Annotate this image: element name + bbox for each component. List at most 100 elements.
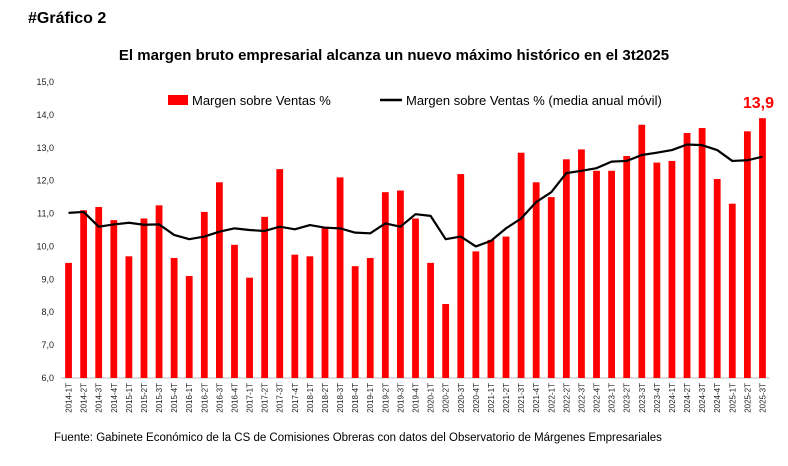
y-tick-label: 14,0	[36, 110, 54, 120]
line-group	[68, 143, 763, 248]
legend-line-label: Margen sobre Ventas % (media anual móvil…	[406, 93, 662, 108]
x-tick-label: 2022-4T	[593, 383, 602, 413]
bar	[381, 192, 389, 378]
y-tick-label: 11,0	[37, 209, 54, 219]
x-tick-label: 2014-1T	[65, 383, 74, 413]
x-tick-label: 2019-1T	[366, 383, 375, 413]
bar	[140, 218, 148, 378]
x-tick-label: 2018-4T	[351, 383, 360, 413]
x-tick-label: 2018-1T	[306, 383, 315, 413]
x-tick-label: 2016-2T	[200, 383, 209, 413]
bar	[472, 251, 480, 378]
x-tick-label: 2016-3T	[215, 383, 224, 413]
x-tick-label: 2021-4T	[532, 383, 541, 413]
bar	[306, 256, 314, 378]
bar	[427, 262, 434, 378]
x-tick-label: 2023-1T	[608, 383, 617, 413]
x-tick-label: 2022-2T	[562, 383, 571, 413]
bar	[95, 206, 103, 378]
bar	[638, 124, 646, 378]
bar	[668, 160, 676, 378]
x-tick-label: 2014-4T	[110, 383, 119, 413]
bar	[683, 132, 691, 378]
chart-title: El margen bruto empresarial alcanza un n…	[118, 47, 670, 64]
x-tick-label: 2024-2T	[683, 383, 692, 413]
x-tick-label: 2021-1T	[487, 383, 496, 413]
bar	[110, 220, 118, 378]
bar	[246, 277, 253, 378]
y-tick-label: 10,0	[36, 241, 54, 251]
bar	[457, 174, 465, 378]
x-tick-label: 2020-4T	[472, 383, 481, 413]
bar	[593, 170, 600, 378]
bar	[80, 210, 88, 378]
bar	[442, 304, 450, 378]
y-tick-label: 7,0	[41, 340, 54, 350]
x-tick-label: 2015-4T	[170, 383, 179, 413]
x-tick-label: 2015-2T	[140, 383, 149, 413]
last-value-label: 13,9	[743, 95, 774, 112]
bar	[321, 226, 329, 378]
x-tick-label: 2025-1T	[728, 383, 737, 413]
bar	[261, 216, 269, 378]
y-tick-label: 9,0	[41, 274, 54, 284]
bar	[231, 244, 238, 378]
bar	[412, 218, 419, 378]
x-tick-label: 2017-2T	[261, 383, 270, 413]
x-tick-label: 2025-3T	[758, 383, 767, 413]
bar	[351, 266, 359, 378]
bar	[713, 179, 721, 378]
y-tick-label: 15,0	[36, 77, 54, 87]
bar	[487, 239, 495, 378]
y-tick-label: 6,0	[41, 373, 54, 383]
bar	[728, 203, 736, 378]
x-tick-label: 2020-3T	[457, 383, 466, 413]
bar	[366, 257, 374, 378]
x-tick-label: 2021-2T	[502, 383, 511, 413]
bar	[185, 276, 193, 378]
bar	[743, 131, 751, 378]
y-tick-label: 13,0	[36, 143, 54, 153]
bar	[276, 169, 284, 378]
bar	[653, 162, 661, 378]
bar	[517, 152, 525, 378]
bar	[759, 118, 766, 378]
x-tick-label: 2014-2T	[80, 383, 89, 413]
x-tick-label: 2022-1T	[547, 383, 556, 413]
bar	[502, 236, 510, 378]
bar	[397, 190, 404, 378]
x-tick-label: 2021-3T	[517, 383, 526, 413]
bar	[608, 170, 616, 378]
x-tick-label: 2016-1T	[185, 383, 194, 413]
x-tick-label: 2016-4T	[230, 383, 239, 413]
x-tick-label: 2020-2T	[442, 383, 451, 413]
x-tick-label: 2024-3T	[698, 383, 707, 413]
bar	[200, 211, 208, 378]
x-tick-label: 2023-2T	[623, 383, 632, 413]
legend: Margen sobre Ventas % Margen sobre Venta…	[168, 93, 662, 108]
x-tick-label: 2017-3T	[276, 383, 285, 413]
x-tick-label: 2024-1T	[668, 383, 677, 413]
x-tick-label: 2022-3T	[577, 383, 586, 413]
x-tick-label: 2025-2T	[743, 383, 752, 413]
x-tick-label: 2023-3T	[638, 383, 647, 413]
x-tick-label: 2015-1T	[125, 383, 134, 413]
y-tick-label: 12,0	[36, 176, 54, 186]
y-tick-label: 8,0	[41, 307, 54, 317]
bar	[215, 182, 223, 378]
bar	[170, 257, 178, 378]
x-tick-label: 2019-4T	[412, 383, 421, 413]
x-tick-label: 2023-4T	[653, 383, 662, 413]
bars-group	[65, 118, 766, 378]
bar	[532, 182, 540, 378]
bar	[578, 149, 585, 378]
bar	[125, 256, 133, 378]
x-tick-label: 2014-3T	[95, 383, 104, 413]
figure-label: #Gráfico 2	[28, 10, 107, 27]
x-tick-label: 2019-3T	[396, 383, 405, 413]
bar	[336, 177, 344, 378]
bar	[698, 128, 706, 378]
source-note: Fuente: Gabinete Económico de la CS de C…	[54, 432, 662, 444]
bar	[291, 254, 299, 378]
